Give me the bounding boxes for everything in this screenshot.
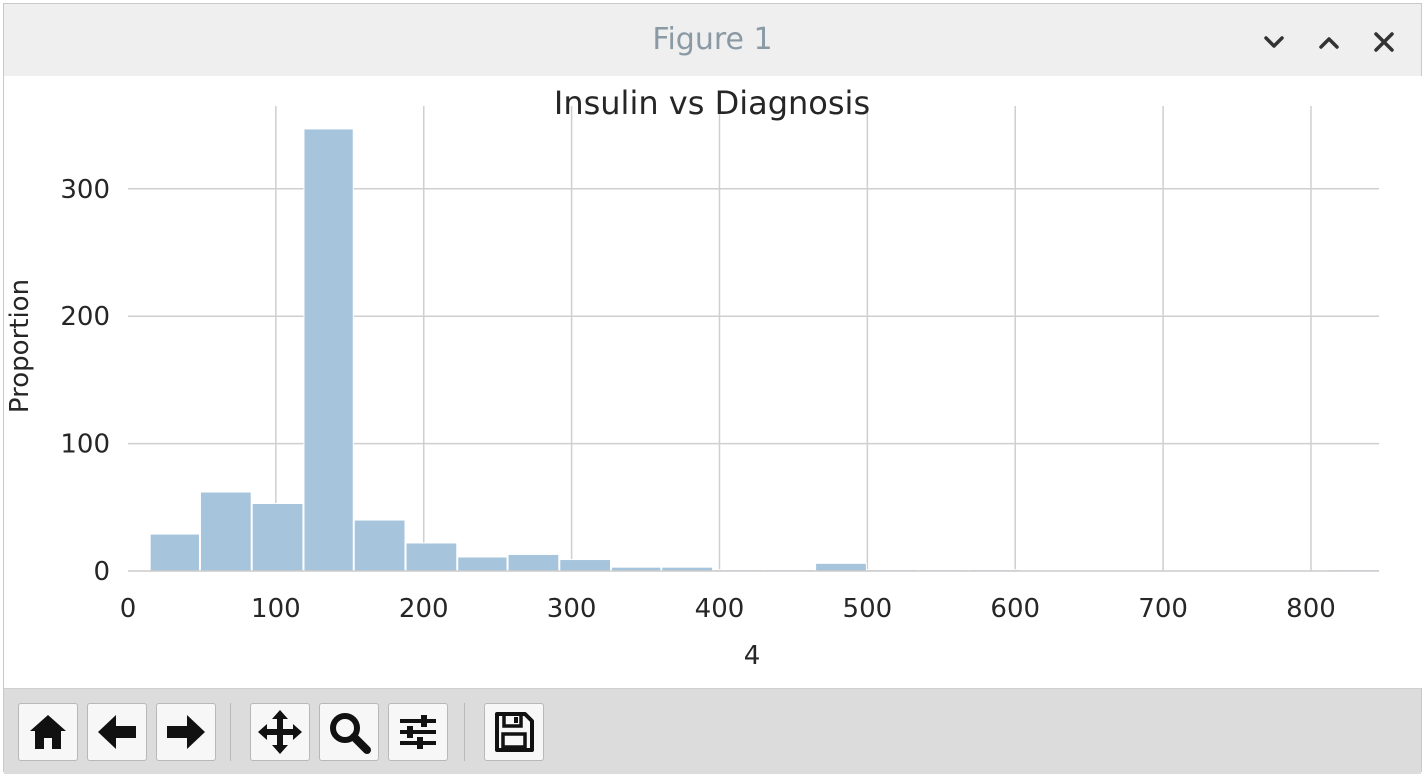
- histogram-bar: [353, 519, 406, 572]
- histogram-bar: [507, 553, 560, 572]
- window-title: Figure 1: [652, 22, 773, 57]
- arrow-right-icon: [167, 715, 205, 749]
- close-button[interactable]: [1364, 22, 1404, 62]
- navigation-toolbar: [4, 688, 1421, 774]
- histogram-chart: 0 100 200 300 400 500 600 700 800 0 100 200 300 Ins…: [5, 84, 1380, 671]
- y-tick-labels: 0 100 200 300: [60, 175, 110, 587]
- histogram-bar: [199, 491, 252, 572]
- magnifier-icon: [330, 713, 371, 754]
- x-tick-label: 300: [547, 594, 597, 624]
- floppy-disk-icon: [495, 712, 534, 752]
- minimize-icon: [1264, 36, 1284, 48]
- save-button[interactable]: [484, 703, 544, 761]
- arrow-left-icon: [98, 715, 136, 749]
- pan-button[interactable]: [250, 703, 310, 761]
- plot-canvas[interactable]: 0 100 200 300 400 500 600 700 800 0 100 200 300 Ins…: [4, 76, 1423, 688]
- minimize-button[interactable]: [1254, 22, 1294, 62]
- y-tick-label: 0: [93, 557, 110, 587]
- x-tick-label: 600: [990, 594, 1040, 624]
- histogram-bar: [251, 502, 304, 572]
- y-axis-label: Proportion: [5, 279, 35, 413]
- figure-window: Figure 1 0 100 200 300 400 500 600 700 800 0 100 2…: [3, 3, 1423, 774]
- x-tick-label: 700: [1138, 594, 1188, 624]
- histogram-bar: [457, 556, 508, 572]
- x-tick-label: 500: [843, 594, 893, 624]
- back-button[interactable]: [87, 703, 147, 761]
- close-icon: [1374, 32, 1394, 52]
- histogram-bar: [559, 559, 612, 572]
- x-tick-label: 0: [120, 594, 137, 624]
- x-tick-labels: 0 100 200 300 400 500 600 700 800: [120, 594, 1336, 624]
- sliders-icon: [400, 715, 436, 749]
- toolbar-separator: [464, 703, 465, 761]
- chart-title: Insulin vs Diagnosis: [554, 84, 870, 122]
- zoom-button[interactable]: [319, 703, 379, 761]
- y-tick-label: 100: [60, 430, 110, 460]
- configure-subplots-button[interactable]: [388, 703, 448, 761]
- histogram-bars: [149, 128, 1380, 572]
- histogram-bar: [405, 542, 458, 572]
- histogram-bar: [303, 128, 354, 572]
- maximize-icon: [1319, 37, 1339, 49]
- home-icon: [30, 715, 66, 749]
- forward-button[interactable]: [156, 703, 216, 761]
- maximize-button[interactable]: [1309, 22, 1349, 62]
- title-bar[interactable]: Figure 1: [4, 4, 1421, 77]
- move-icon: [258, 710, 302, 754]
- x-tick-label: 400: [695, 594, 745, 624]
- toolbar-separator: [230, 703, 231, 761]
- x-axis-label: 4: [744, 641, 761, 671]
- x-tick-label: 200: [399, 594, 449, 624]
- y-tick-label: 300: [60, 175, 110, 205]
- y-tick-label: 200: [60, 302, 110, 332]
- x-tick-label: 100: [251, 594, 301, 624]
- x-tick-label: 800: [1286, 594, 1336, 624]
- histogram-bar: [815, 562, 867, 572]
- home-button[interactable]: [18, 703, 78, 761]
- histogram-bar: [149, 533, 200, 572]
